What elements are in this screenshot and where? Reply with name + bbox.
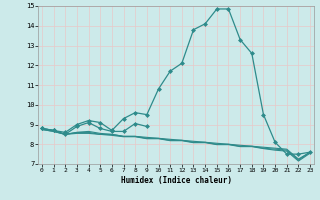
X-axis label: Humidex (Indice chaleur): Humidex (Indice chaleur) xyxy=(121,176,231,185)
